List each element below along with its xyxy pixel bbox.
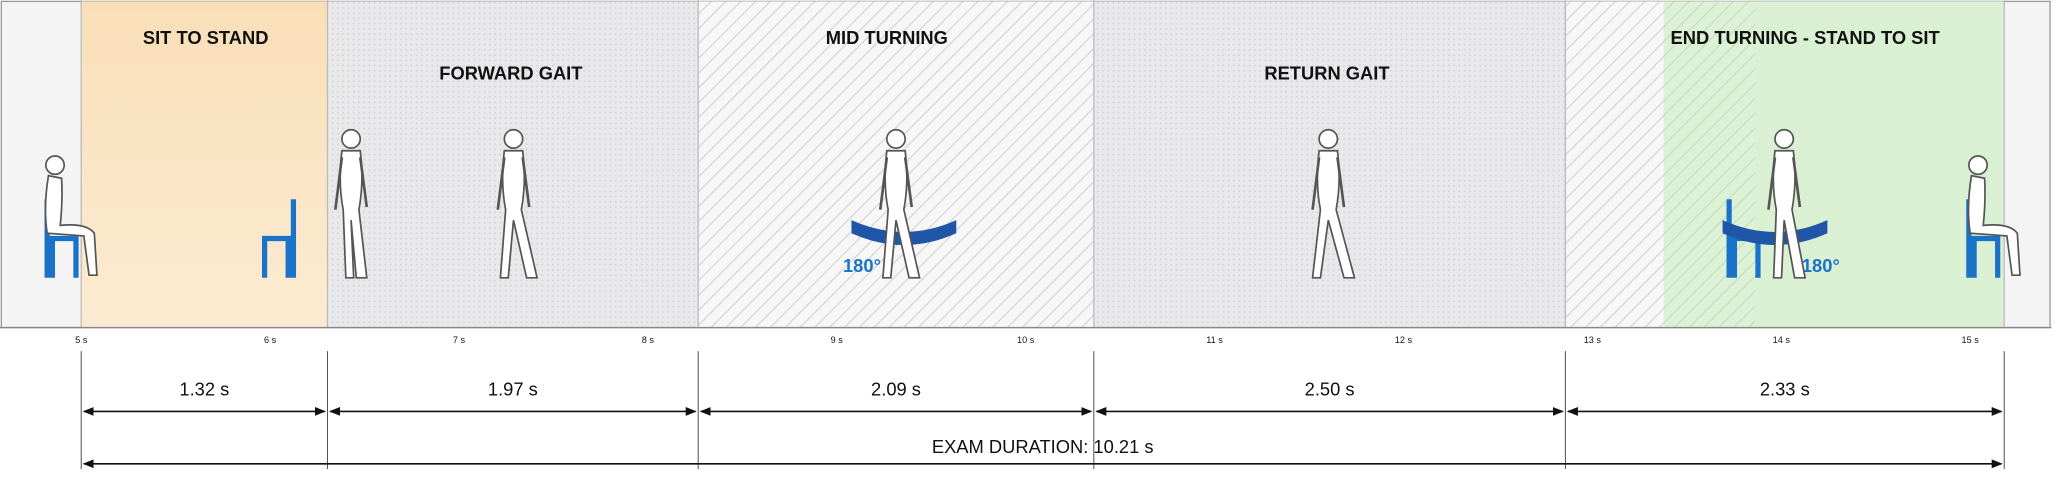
- turn-label: 180°: [1802, 255, 1840, 276]
- time-tick-label: 9 s: [831, 335, 844, 345]
- phase-duration: 2.50 s: [1305, 378, 1355, 399]
- time-tick-label: 14 s: [1773, 335, 1791, 345]
- time-tick-label: 5 s: [75, 335, 88, 345]
- person-head: [885, 128, 907, 149]
- person-arm: [334, 157, 369, 210]
- phase-duration: 1.32 s: [179, 378, 229, 399]
- chair: [261, 199, 297, 278]
- phase-background: [81, 1, 328, 328]
- time-tick-label: 6 s: [264, 335, 277, 345]
- time-tick-label: 8 s: [642, 335, 655, 345]
- person-arm: [878, 157, 914, 210]
- time-tick-label: 13 s: [1584, 335, 1602, 345]
- exam-duration: EXAM DURATION: 10.21 s: [932, 436, 1154, 457]
- time-tick-label: 11 s: [1206, 335, 1223, 345]
- phase-title: MID TURNING: [826, 27, 948, 48]
- time-tick-label: 10 s: [1017, 335, 1035, 345]
- person-head: [341, 128, 362, 149]
- person-head: [1318, 128, 1339, 149]
- person-arm: [496, 157, 531, 210]
- time-tick-label: 7 s: [453, 335, 466, 345]
- phase-title: SIT TO STAND: [143, 27, 269, 48]
- person-arm: [1311, 157, 1346, 210]
- phase-title: FORWARD GAIT: [439, 63, 582, 84]
- person-arm: [1767, 157, 1802, 210]
- time-tick-label: 12 s: [1395, 335, 1413, 345]
- phase-duration: 2.09 s: [871, 378, 921, 399]
- phase-title: END TURNING - STAND TO SIT: [1671, 27, 1940, 48]
- person-body: [1967, 174, 2021, 277]
- person-head: [44, 155, 66, 176]
- phase-title: RETURN GAIT: [1264, 63, 1389, 84]
- phase-duration: 1.97 s: [488, 378, 538, 399]
- phase-duration: 2.33 s: [1760, 378, 1810, 399]
- person-body: [44, 174, 98, 277]
- stand-to-sit-zone: [1663, 1, 1756, 328]
- person-head: [1774, 128, 1795, 149]
- turn-label: 180°: [843, 255, 881, 276]
- time-tick-label: 15 s: [1962, 335, 1980, 345]
- person-head: [503, 128, 524, 149]
- person-head: [1968, 155, 1989, 176]
